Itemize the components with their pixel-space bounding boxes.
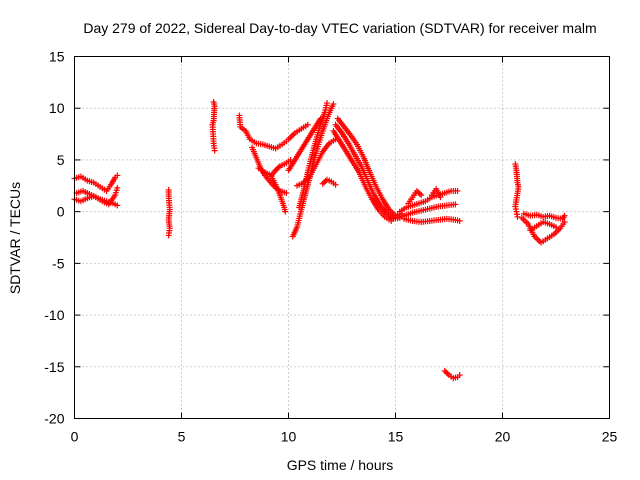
series-sat-o [319,176,339,188]
data-point [114,184,121,191]
y-tick-label: 5 [57,152,65,168]
data-point [319,180,326,187]
x-tick-label: 5 [178,429,186,445]
data-point [114,172,121,179]
data-point [561,218,568,225]
series-sat-y [512,161,522,220]
x-tick-label: 0 [71,429,79,445]
data-point [416,190,423,197]
series-sat-w [428,185,444,201]
series-sat-g [249,144,290,197]
data-marks [71,99,568,382]
y-tick-label: 15 [49,49,65,65]
x-tick-label: 15 [388,429,404,445]
series-sat-c [73,184,121,208]
data-point [437,194,444,201]
data-point [304,121,311,128]
series-sat-l [285,115,324,174]
series-sat-n [285,121,311,143]
series-sat-i [268,173,289,215]
data-point [443,369,450,376]
data-point [456,217,463,224]
axis-ticks [74,56,610,419]
series-sat-u [401,215,463,225]
y-tick-label: 0 [57,204,65,220]
data-point [165,232,172,239]
data-point [283,190,290,197]
series-sat-r [330,127,395,224]
series-sat-m [294,136,339,189]
data-point [114,202,121,209]
data-point [330,101,337,108]
y-tick-label: -15 [44,359,64,375]
chart-title: Day 279 of 2022, Sidereal Day-to-day VTE… [83,20,596,36]
data-point [211,147,218,154]
series-sat-s [396,187,461,215]
data-point [332,181,339,188]
x-tick-label: 25 [602,429,618,445]
x-axis-label: GPS time / hours [287,457,394,473]
data-point [441,367,448,374]
data-point [454,187,461,194]
series-sat-p [334,115,405,219]
data-point [388,217,395,224]
series-sat-k [296,100,331,211]
data-point [444,370,451,377]
series-sat-t [392,201,459,221]
x-tick-label: 10 [281,429,297,445]
series-sat-x [441,367,463,382]
data-point [317,115,324,122]
data-point [415,189,422,196]
x-tick-label: 20 [495,429,511,445]
data-point [274,165,281,172]
y-tick-label: -10 [44,307,64,323]
y-axis-label: SDTVAR / TECUs [7,182,23,294]
data-point [452,201,459,208]
grid [74,56,610,419]
data-point [418,192,425,199]
series-sat-z [518,214,568,246]
data-point [324,100,331,107]
tick-labels: 0 5 10 15 20 25 -20 -15 -10 -5 0 5 10 15 [44,49,617,445]
series-sat-bb [527,218,559,234]
data-point [561,212,568,219]
data-point [553,224,559,231]
series-sat-d [165,186,173,239]
data-point [282,208,289,215]
series-sat-aa [520,210,568,222]
series-sat-f [236,112,290,152]
series-sat-e [209,99,218,154]
plot-frame [74,56,610,419]
data-point [514,213,521,220]
series-sat-v [405,187,425,207]
data-point [456,372,463,379]
y-tick-label: -20 [44,411,64,427]
y-tick-label: 10 [49,100,65,116]
y-tick-label: -5 [52,255,65,271]
